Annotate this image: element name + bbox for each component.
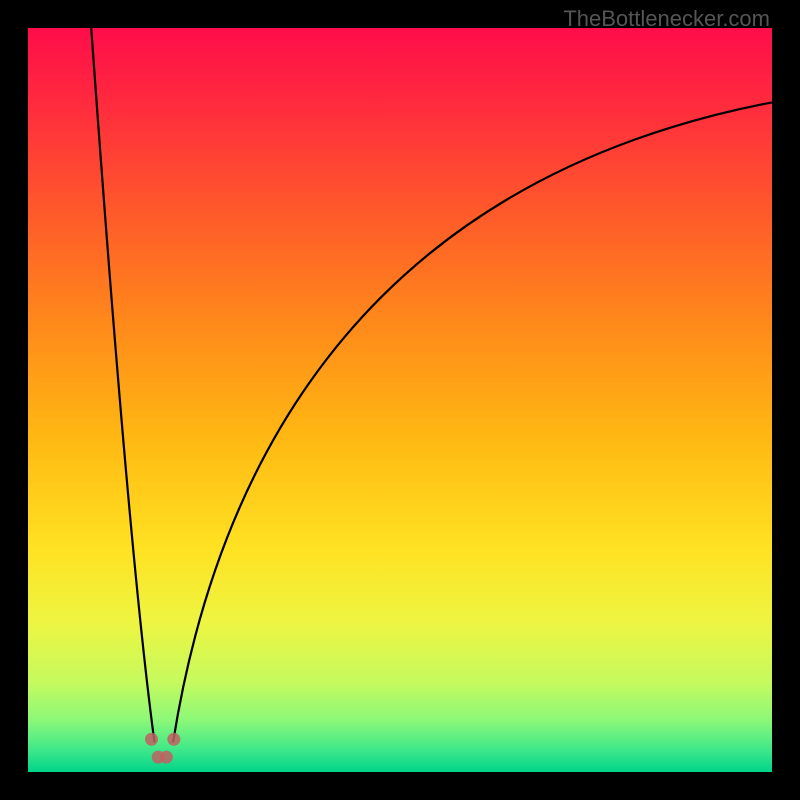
optimum-marker (167, 733, 180, 746)
gradient-background (28, 28, 772, 772)
optimum-marker (145, 733, 158, 746)
plot-area (28, 28, 772, 772)
optimum-marker (160, 751, 173, 764)
chart-container: TheBottlenecker.com (0, 0, 800, 800)
watermark-label: TheBottlenecker.com (563, 6, 770, 32)
